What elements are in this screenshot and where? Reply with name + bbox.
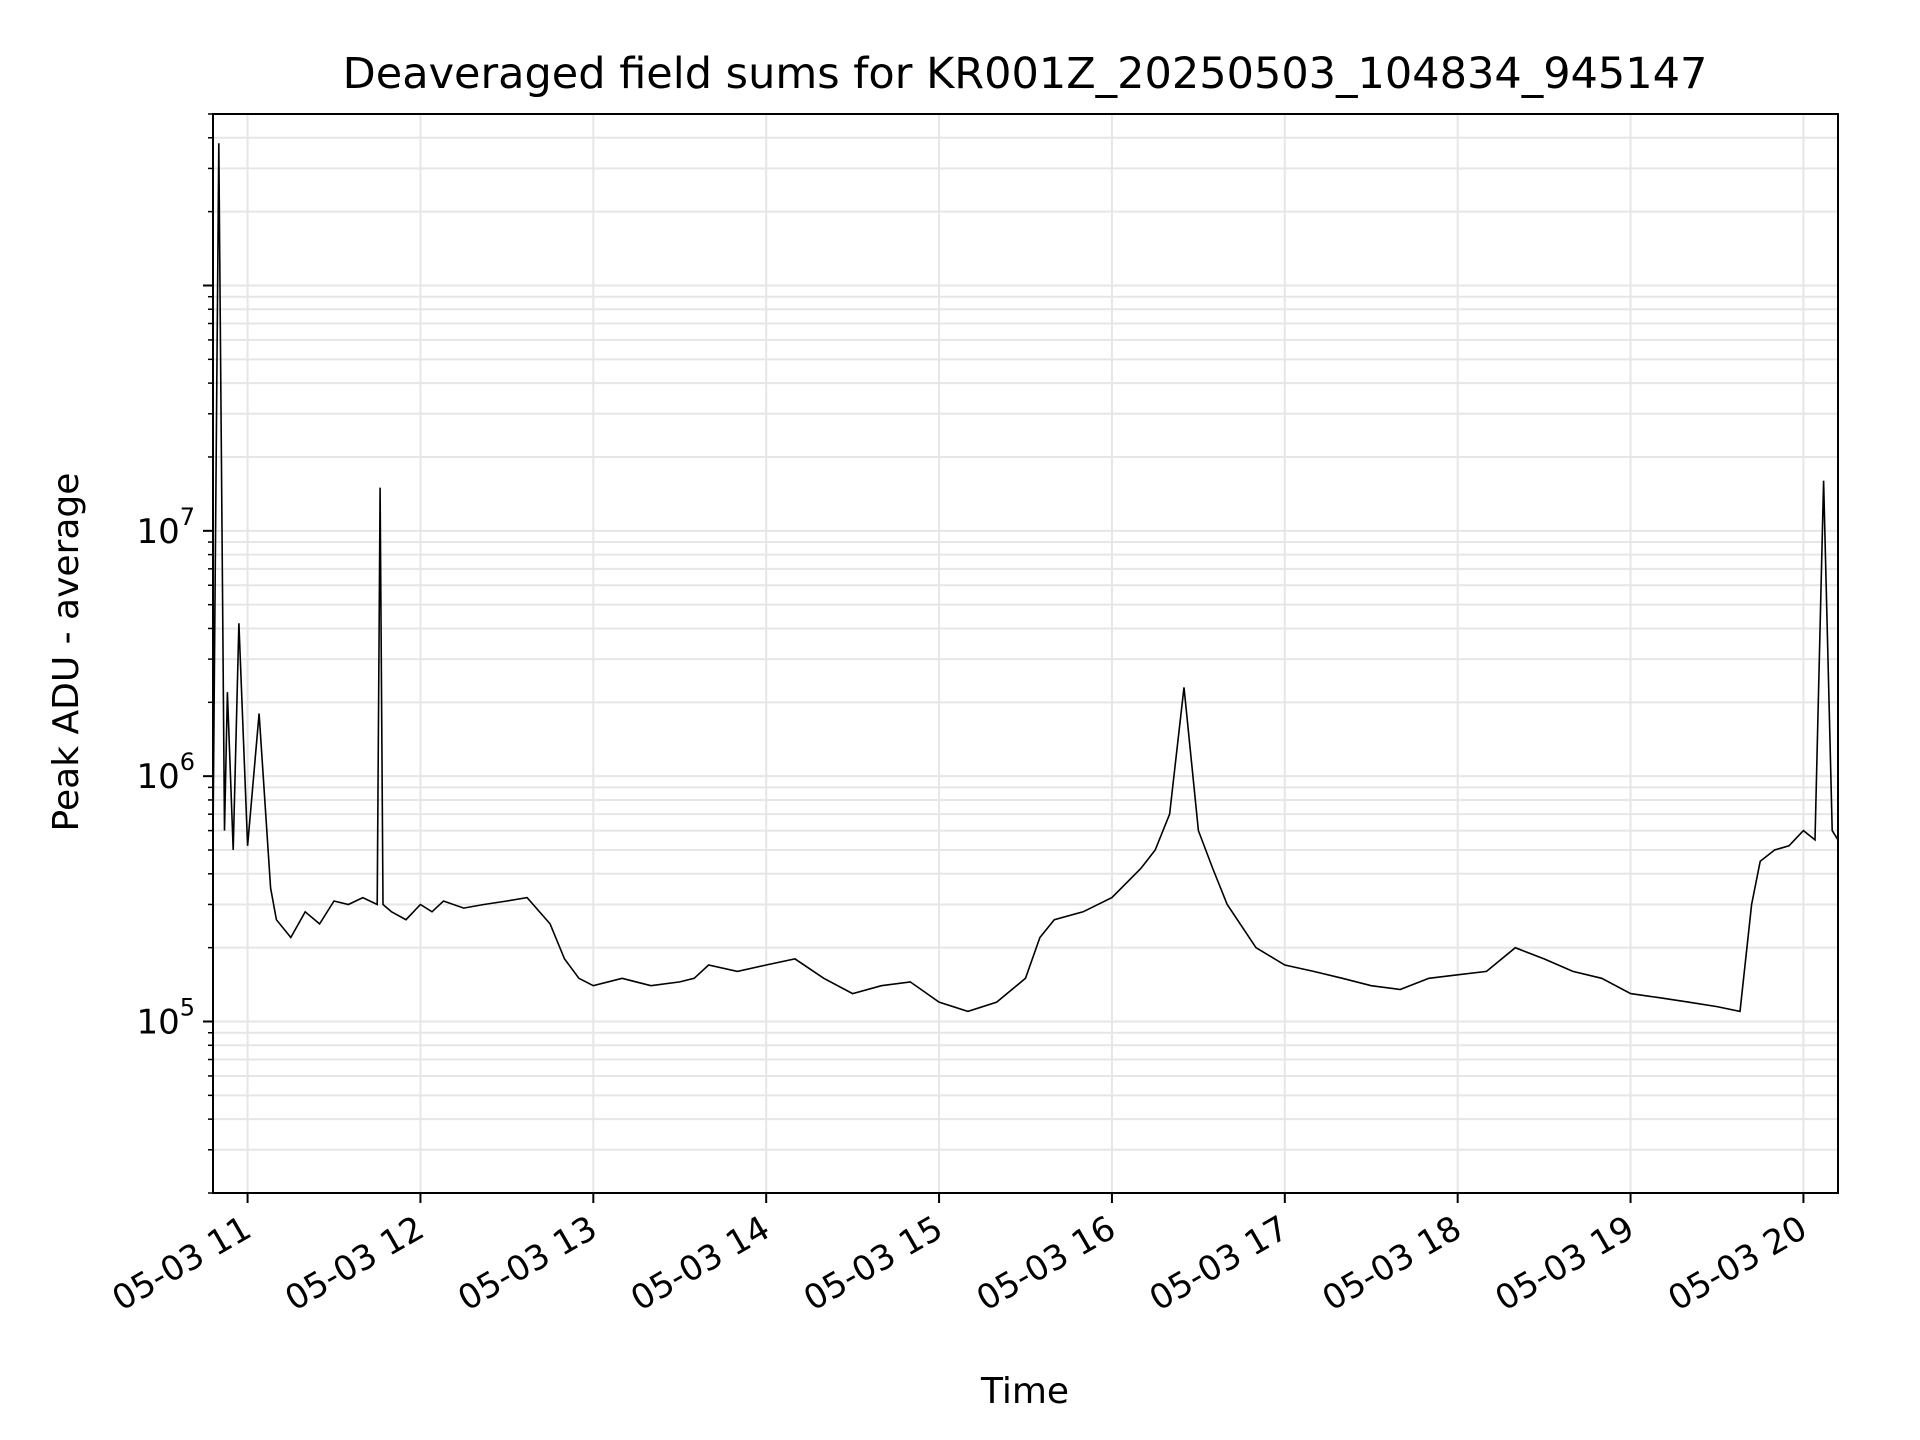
y-tick-label: 105 (136, 994, 195, 1043)
x-tick-label: 05-03 15 (797, 1208, 949, 1319)
x-tick-label: 05-03 13 (451, 1208, 603, 1319)
x-tick-label: 05-03 16 (970, 1208, 1122, 1319)
y-tick-label: 107 (136, 503, 195, 552)
grid-layer (213, 113, 1838, 1194)
y-ticks: 105 106 107 (136, 113, 213, 1194)
x-tick-label: 05-03 17 (1143, 1208, 1295, 1319)
x-ticks: 05-03 11 05-03 12 05-03 13 05-03 14 05-03 15… (106, 1193, 1814, 1319)
y-axis-label: Peak ADU - average (46, 473, 87, 832)
plot-frame (212, 113, 1839, 1194)
chart-title: Deaveraged field sums for KR001Z_2025050… (343, 49, 1708, 99)
x-tick-label: 05-03 14 (624, 1208, 776, 1319)
y-tick-label: 106 (136, 748, 195, 797)
x-tick-label: 05-03 20 (1662, 1208, 1814, 1319)
x-tick-label: 05-03 12 (279, 1208, 431, 1319)
x-tick-label: 05-03 18 (1316, 1208, 1468, 1319)
x-axis-label: Time (980, 1371, 1069, 1412)
x-tick-label: 05-03 19 (1489, 1208, 1641, 1319)
x-tick-label: 05-03 11 (106, 1208, 258, 1319)
series-line (213, 143, 1838, 1013)
series-layer (213, 143, 1838, 1013)
